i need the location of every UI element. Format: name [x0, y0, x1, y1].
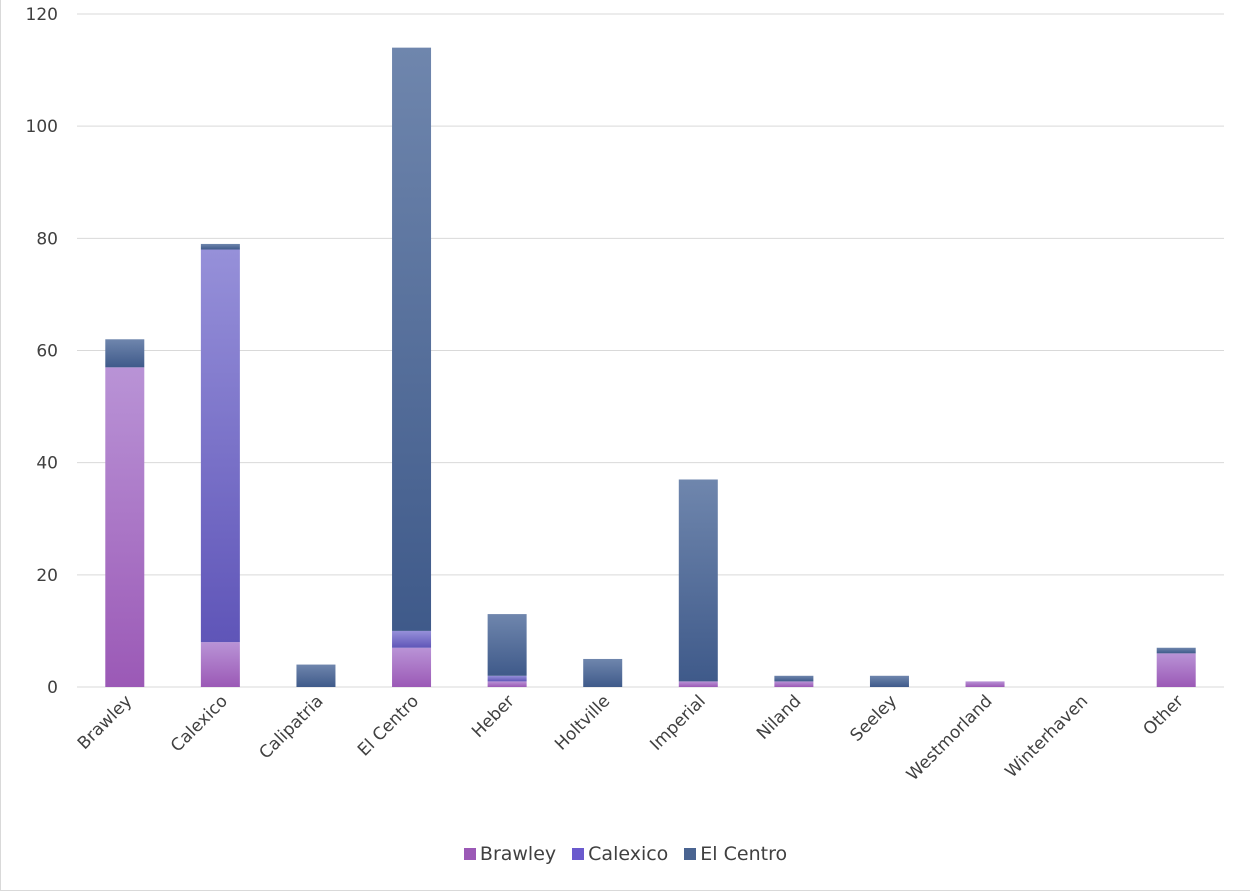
y-tick-label: 60	[36, 342, 58, 362]
legend-label: Brawley	[479, 843, 557, 865]
bar-brawley-heber	[487, 681, 527, 687]
bar-el-centro-other	[1156, 647, 1196, 654]
y-tick-label: 100	[26, 117, 58, 137]
y-tick-label: 40	[36, 454, 58, 474]
bar-brawley-other	[1156, 653, 1196, 687]
y-tick-label: 20	[36, 566, 58, 586]
legend-item-brawley: Brawley	[463, 843, 557, 865]
legend-swatch	[572, 848, 585, 860]
x-tick-label: Heber	[468, 691, 519, 742]
bar-brawley-niland	[774, 681, 814, 687]
x-tick-label: Brawley	[74, 691, 136, 753]
bar-calexico-el-centro	[392, 630, 432, 648]
x-tick-label: El Centro	[354, 691, 423, 760]
gridlines	[77, 13, 1224, 688]
bar-el-centro-seeley	[869, 675, 909, 687]
x-tick-label: Westmorland	[903, 691, 997, 785]
bar-el-centro-heber	[487, 614, 527, 676]
x-tick-label: Niland	[753, 691, 805, 743]
x-tick-label: Calexico	[167, 691, 232, 756]
bar-brawley-brawley	[105, 367, 145, 687]
x-tick-label: Holtville	[551, 691, 614, 754]
y-tick-label: 0	[47, 678, 58, 698]
bar-el-centro-holtville	[583, 658, 623, 687]
bar-el-centro-brawley	[105, 339, 145, 368]
x-tick-label: Imperial	[646, 691, 709, 754]
bars	[105, 47, 1196, 687]
bar-brawley-el-centro	[392, 647, 432, 687]
bar-calexico-heber	[487, 675, 527, 682]
legend-label: El Centro	[700, 843, 788, 865]
legend-label: Calexico	[588, 843, 669, 865]
bar-calexico-calexico	[200, 249, 240, 643]
y-tick-label: 120	[26, 5, 58, 25]
x-tick-label: Winterhaven	[1001, 691, 1092, 782]
y-tick-label: 80	[36, 229, 58, 249]
bar-brawley-westmorland	[965, 681, 1005, 687]
bar-el-centro-el-centro	[392, 47, 432, 631]
x-tick-label: Seeley	[847, 691, 901, 745]
legend-item-el-centro: El Centro	[684, 843, 787, 865]
bar-el-centro-niland	[774, 675, 814, 682]
legend-swatch	[684, 848, 697, 860]
bar-el-centro-calexico	[200, 243, 240, 250]
legend-item-calexico: Calexico	[572, 843, 668, 865]
bar-brawley-calexico	[200, 642, 240, 687]
x-axis-ticks: Brawley Calexico Calipatria El Centro Heber H…	[74, 691, 1188, 785]
x-tick-label: Calipatria	[256, 691, 328, 763]
legend: Brawley Calexico El Centro	[0, 843, 1251, 865]
bar-el-centro-calipatria	[296, 664, 336, 687]
y-axis-ticks: 0 20 40 60 80 100 120	[26, 5, 58, 698]
bar-el-centro-imperial	[678, 479, 718, 682]
legend-swatch	[463, 848, 476, 860]
x-tick-label: Other	[1139, 691, 1187, 739]
bar-brawley-imperial	[678, 681, 718, 687]
